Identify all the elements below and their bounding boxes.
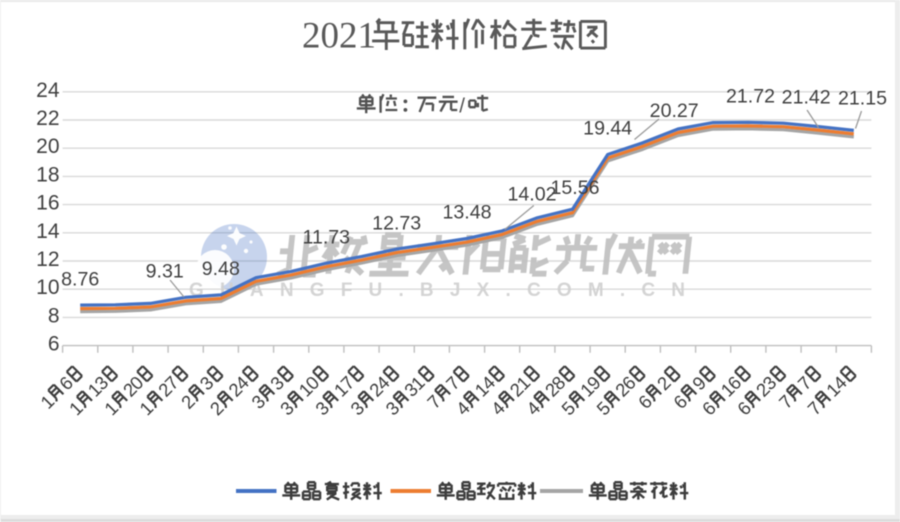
svg-text:2021: 2021 [302, 16, 376, 57]
svg-text:12.73: 12.73 [372, 212, 421, 234]
svg-text:16: 16 [36, 192, 59, 215]
svg-text:8.76: 8.76 [61, 268, 99, 290]
svg-text:20.27: 20.27 [650, 100, 699, 122]
svg-text:19.44: 19.44 [583, 118, 632, 140]
svg-text:14: 14 [36, 220, 60, 243]
svg-text:10: 10 [36, 276, 59, 299]
svg-text:GUANGFU.BJX.COM.CN: GUANGFU.BJX.COM.CN [189, 280, 701, 301]
svg-text:13.48: 13.48 [442, 202, 491, 224]
svg-text:22: 22 [36, 107, 59, 130]
svg-text:14.02: 14.02 [507, 183, 556, 205]
svg-text:15.56: 15.56 [550, 177, 599, 199]
svg-text:6: 6 [48, 333, 60, 356]
svg-text:9.31: 9.31 [146, 260, 184, 282]
svg-text:11.73: 11.73 [303, 226, 351, 248]
svg-text:12: 12 [36, 248, 59, 271]
svg-text:21.72: 21.72 [726, 86, 775, 108]
svg-text:18: 18 [36, 163, 59, 186]
svg-text:24: 24 [36, 79, 60, 102]
svg-text:/: / [459, 95, 465, 118]
svg-text:21.15: 21.15 [838, 88, 887, 110]
svg-text:8: 8 [48, 304, 60, 327]
svg-text:21.42: 21.42 [782, 87, 831, 109]
svg-text:20: 20 [36, 135, 59, 158]
svg-text:9.48: 9.48 [202, 258, 240, 280]
